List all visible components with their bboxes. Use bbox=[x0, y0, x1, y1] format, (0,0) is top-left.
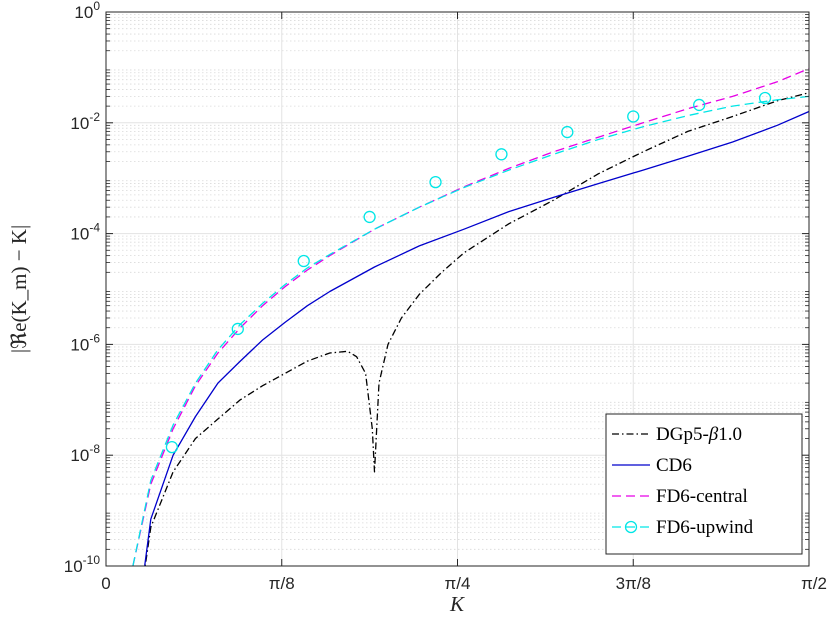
data-point-marker bbox=[693, 98, 706, 112]
x-axis-label: K bbox=[449, 592, 465, 616]
y-tick-label: 10-2 bbox=[70, 110, 100, 133]
x-tick-labels: 0 π/8 π/4 3π/8 π/2 bbox=[101, 574, 827, 593]
legend-label: FD6-upwind bbox=[656, 517, 754, 538]
y-tick-labels: 100 10-2 10-4 10-6 10-8 10-10 bbox=[64, 0, 101, 576]
y-tick-label: 10-6 bbox=[70, 331, 100, 354]
y-tick-label: 10-10 bbox=[64, 553, 101, 576]
series-layer bbox=[132, 67, 809, 566]
data-point-marker bbox=[429, 175, 442, 189]
data-point-marker bbox=[165, 440, 179, 454]
minor-gridlines bbox=[106, 14, 809, 550]
marker-layer bbox=[165, 91, 772, 454]
x-tick-label: 0 bbox=[101, 574, 110, 593]
y-tick-label: 100 bbox=[74, 0, 100, 22]
legend: DGp5-β1.0 CD6 FD6-central FD6-upwind bbox=[605, 413, 803, 555]
x-tick-label: 3π/8 bbox=[616, 574, 651, 593]
legend-label: CD6 bbox=[656, 455, 692, 476]
data-point-marker bbox=[758, 91, 772, 105]
series-line-cd6 bbox=[144, 110, 809, 566]
series-line-dgp5-1-0 bbox=[144, 92, 809, 566]
legend-marker bbox=[624, 520, 638, 534]
data-point-marker bbox=[627, 110, 640, 123]
y-tick-label: 10-8 bbox=[70, 442, 100, 465]
x-tick-label: π/4 bbox=[445, 574, 471, 593]
y-tick-label: 10-4 bbox=[70, 221, 100, 244]
tick-marks bbox=[105, 11, 810, 567]
legend-box bbox=[605, 413, 803, 555]
data-point-marker bbox=[231, 322, 244, 336]
data-point-marker bbox=[495, 148, 508, 161]
legend-label: DGp5-β1.0 bbox=[656, 424, 742, 445]
y-axis-label-group: |ℜe(K_m) − K| bbox=[7, 225, 31, 353]
data-point-marker bbox=[561, 125, 574, 139]
legend-label: FD6-central bbox=[656, 486, 748, 507]
y-axis-label: |ℜe(K_m) − K| bbox=[7, 225, 31, 353]
data-point-marker bbox=[363, 210, 376, 224]
data-point-marker bbox=[297, 254, 310, 268]
x-tick-label: π/2 bbox=[801, 574, 827, 593]
x-tick-label: π/8 bbox=[269, 574, 295, 593]
